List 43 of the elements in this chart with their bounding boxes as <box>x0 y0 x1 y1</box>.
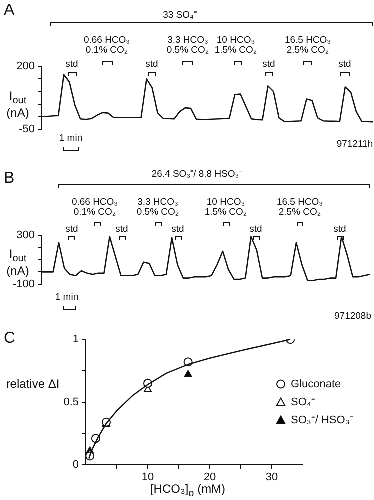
y-tick-label: 1 <box>72 334 79 346</box>
text: 10 HCO₃ 1.5% CO₂ <box>214 35 258 56</box>
annotation: std <box>338 59 352 70</box>
text: 971211h <box>336 139 374 150</box>
text: std <box>334 224 346 235</box>
legend-label: SO₄⁼ <box>291 396 316 408</box>
annotation: std <box>262 59 276 70</box>
y-tick-label: 0.5 <box>64 396 79 408</box>
text: 0.66 HCO₃ 0.1% CO₂ <box>72 197 118 218</box>
x-tick-label: 10 <box>142 472 154 484</box>
text: 33 SO₄⁼ <box>163 10 197 21</box>
text: 16.5 HCO₃ 2.5% CO₂ <box>284 35 332 56</box>
y-axis-title: I$_{out}$ (nA) <box>6 89 30 120</box>
text: 16.5 HCO₃ 2.5% CO₂ <box>276 197 324 218</box>
annotation: std <box>146 59 158 70</box>
text: 1 min <box>59 133 83 144</box>
text: 1 min <box>55 292 79 303</box>
y-axis-title: relative ΔI <box>5 377 61 391</box>
text: 3.3 HCO₃ 0.5% CO₂ <box>166 35 210 56</box>
text: std <box>250 224 262 235</box>
x-tick-label: 20 <box>204 472 216 484</box>
y-tick-label: -50 <box>19 123 35 136</box>
text: std <box>172 224 184 235</box>
text: 0.66 HCO₃ 0.1% CO₂ <box>84 35 130 56</box>
text: std <box>66 224 78 235</box>
x-tick-label: 30 <box>266 472 278 484</box>
text: std <box>116 224 128 235</box>
legend-label: SO₃⁼/ HSO₃⁻ <box>291 414 354 426</box>
y-tick-label: 200 <box>16 60 35 73</box>
text: 26.4 SO₃⁼/ 8.8 HSO₃⁻ <box>152 169 242 180</box>
legend-label: Gluconate <box>291 378 342 390</box>
y-tick-label: -100 <box>12 278 35 290</box>
text: 971208b <box>334 311 372 322</box>
chart-title: A <box>4 2 15 20</box>
annotation: std <box>66 59 78 70</box>
x-axis-title: [HCO₃]$_{o}$ (mM) <box>149 482 227 500</box>
chart-title: C <box>4 330 16 348</box>
chart-title: B <box>4 170 15 188</box>
text: 10 HCO₃ 1.5% CO₂ <box>204 197 248 218</box>
y-tick-label: 300 <box>16 230 35 242</box>
text: 3.3 HCO₃ 0.5% CO₂ <box>136 197 180 218</box>
y-tick-label: 0 <box>72 459 79 472</box>
y-axis-title: I$_{out}$ (nA) <box>6 247 30 278</box>
